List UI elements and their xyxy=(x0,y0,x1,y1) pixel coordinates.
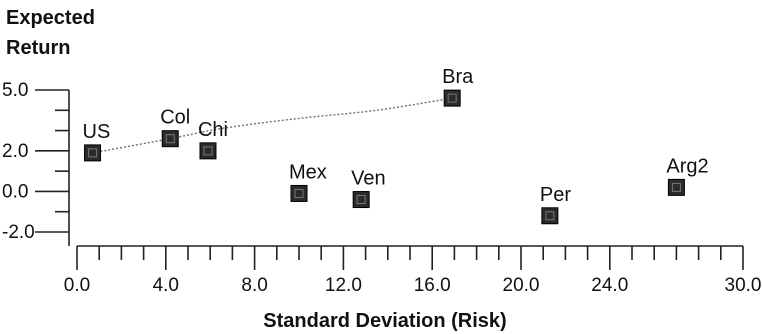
point-marker xyxy=(541,207,559,225)
point-bra: Bra xyxy=(442,66,474,107)
x-axis-title: Standard Deviation (Risk) xyxy=(263,310,506,332)
point-label: Col xyxy=(160,107,190,129)
point-marker-inner xyxy=(356,195,366,205)
point-label: Chi xyxy=(198,119,228,141)
point-mex: Mex xyxy=(289,161,327,202)
point-label: Ven xyxy=(351,168,385,190)
point-label: Mex xyxy=(289,161,327,183)
x-tick-label: 4.0 xyxy=(153,275,179,296)
point-label: US xyxy=(83,121,111,143)
point-marker xyxy=(667,178,685,196)
point-label: Arg2 xyxy=(666,155,708,177)
x-tick-label: 8.0 xyxy=(241,275,267,296)
x-tick-label: 16.0 xyxy=(414,275,451,296)
point-us: US xyxy=(83,121,111,162)
y-tick-label: -2.0 xyxy=(2,222,35,243)
point-chi: Chi xyxy=(198,119,228,160)
point-marker-inner xyxy=(447,93,457,103)
point-arg2: Arg2 xyxy=(666,155,709,196)
point-marker xyxy=(290,184,308,202)
point-col: Col xyxy=(160,107,190,148)
x-tick-label: 20.0 xyxy=(503,275,540,296)
point-marker-inner xyxy=(671,182,681,192)
x-tick-label: 0.0 xyxy=(64,275,90,296)
point-marker-inner xyxy=(545,211,555,221)
x-tick-label: 30.0 xyxy=(725,275,762,296)
point-marker-inner xyxy=(203,146,213,156)
y-tick-label: 5.0 xyxy=(2,80,28,101)
point-label: Bra xyxy=(442,66,474,88)
y-axis-title-line: Return xyxy=(6,37,70,59)
y-tick-label: 0.0 xyxy=(2,181,28,202)
point-marker xyxy=(84,144,102,162)
point-label: Per xyxy=(540,184,571,206)
y-axis-title-line: Expected xyxy=(6,7,95,29)
point-marker-inner xyxy=(88,148,98,158)
point-marker xyxy=(443,89,461,107)
point-marker xyxy=(161,130,179,148)
y-tick-label: 2.0 xyxy=(2,141,28,162)
point-marker-inner xyxy=(294,188,304,198)
point-marker-inner xyxy=(165,134,175,144)
efficient-frontier xyxy=(92,97,453,154)
point-marker xyxy=(199,142,217,160)
point-marker xyxy=(352,191,370,209)
y-axis-title: Expected Return xyxy=(6,7,95,59)
x-tick-label: 12.0 xyxy=(325,275,362,296)
frontier-line xyxy=(92,97,453,154)
point-per: Per xyxy=(540,184,571,225)
point-ven: Ven xyxy=(351,168,386,209)
x-tick-label: 24.0 xyxy=(591,275,628,296)
data-points: US Col Chi Mex Ven Bra Per Arg2 xyxy=(83,66,709,225)
axes: 5.0 2.0 0.0 -2.0 0.0 4.0 8.0 12.0 16.0 20.0 24.0 30… xyxy=(2,80,761,296)
